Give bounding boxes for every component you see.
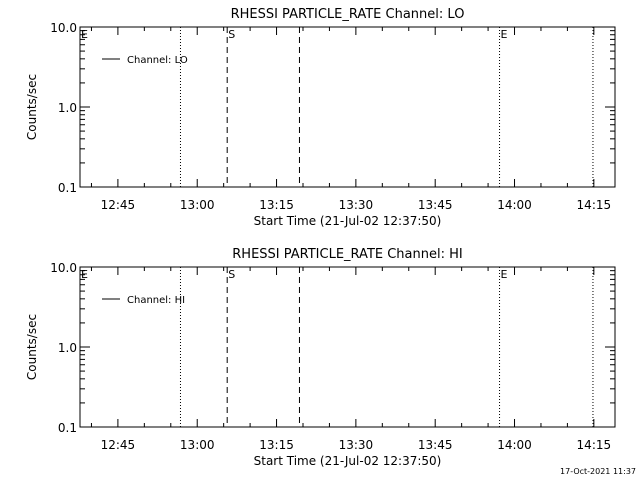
- x-tick-label: 13:45: [418, 438, 453, 452]
- legend-entry: Channel: HI: [127, 295, 185, 306]
- x-tick-label: 14:00: [497, 198, 532, 212]
- y-tick-label: 10.0: [50, 261, 77, 275]
- legend-entry: Channel: LO: [127, 55, 188, 66]
- x-tick-label: 14:15: [577, 438, 612, 452]
- chart-panel-2: RHESSI PARTICLE_RATE Channel: HI Start Ti…: [25, 247, 616, 468]
- chart-title: RHESSI PARTICLE_RATE Channel: LO: [231, 7, 465, 22]
- y-axis-label: Counts/sec: [25, 314, 39, 380]
- marker-label: E: [501, 28, 508, 41]
- chart-title: RHESSI PARTICLE_RATE Channel: HI: [232, 247, 462, 262]
- x-tick-label: 13:15: [259, 198, 294, 212]
- chart-panel-1: RHESSI PARTICLE_RATE Channel: LO Start Ti…: [25, 7, 616, 228]
- x-axis-label: Start Time (21-Jul-02 12:37:50): [254, 454, 442, 468]
- x-tick-label: 13:00: [180, 198, 215, 212]
- x-tick-label: 13:00: [180, 438, 215, 452]
- x-tick-label: 14:00: [497, 438, 532, 452]
- footer-timestamp: 17-Oct-2021 11:37: [560, 467, 636, 476]
- y-axis-label: Counts/sec: [25, 74, 39, 140]
- marker-label: E: [501, 268, 508, 281]
- y-tick-label: 0.1: [58, 181, 77, 195]
- x-tick-label: 14:15: [577, 198, 612, 212]
- x-tick-label: 13:30: [339, 198, 374, 212]
- y-tick-label: 0.1: [58, 421, 77, 435]
- x-tick-label: 13:45: [418, 198, 453, 212]
- y-tick-label: 1.0: [58, 101, 77, 115]
- x-tick-label: 12:45: [101, 198, 136, 212]
- x-tick-label: 13:30: [339, 438, 374, 452]
- marker-label: S: [228, 268, 235, 281]
- marker-label: S: [228, 28, 235, 41]
- x-tick-label: 12:45: [101, 438, 136, 452]
- x-tick-label: 13:15: [259, 438, 294, 452]
- y-tick-label: 1.0: [58, 341, 77, 355]
- x-axis-label: Start Time (21-Jul-02 12:37:50): [254, 214, 442, 228]
- corner-label: E: [81, 28, 88, 41]
- corner-label: E: [81, 268, 88, 281]
- y-tick-label: 10.0: [50, 21, 77, 35]
